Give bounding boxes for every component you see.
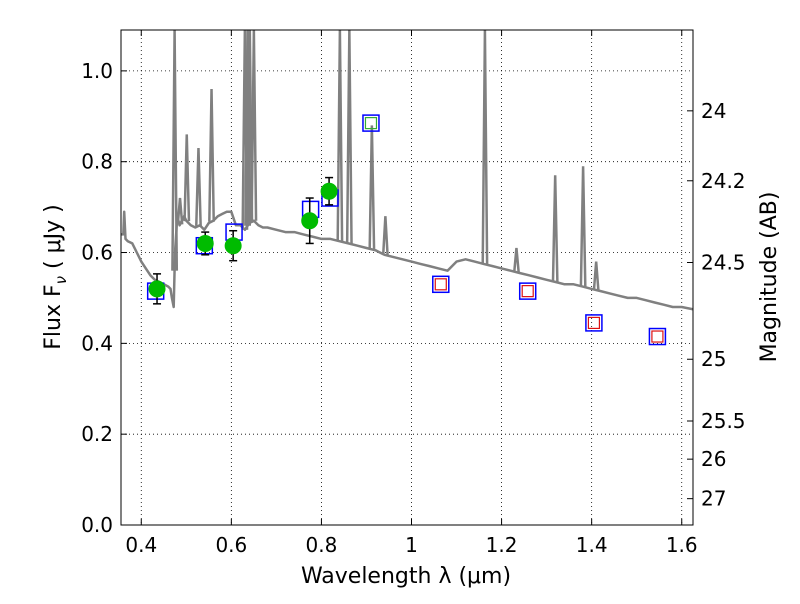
emission-line xyxy=(551,175,559,282)
right-tick-label: 26 xyxy=(701,447,726,471)
y-axis-right-label: Magnitude (AB) xyxy=(757,192,782,363)
model-photometry-square xyxy=(362,114,380,132)
observed-flux-point xyxy=(196,234,214,252)
x-tick-label: 0.6 xyxy=(215,533,247,557)
ticks: 0.4 0.6 0.8 1 1.2 1.4 1.6 0.0 0.2 0.4 0.6 0.8 1.0 24 2… xyxy=(81,30,746,557)
emission-line xyxy=(579,166,587,287)
observed-flux-point xyxy=(148,280,166,298)
y-axis-label: Flux Fν ( μJy ) xyxy=(41,204,70,349)
model-photometry-square xyxy=(432,275,450,294)
upper-limit-square xyxy=(434,278,447,291)
emission-line xyxy=(171,30,179,271)
plot-area xyxy=(121,30,693,346)
spectrum xyxy=(121,30,693,311)
x-tick-label: 1.6 xyxy=(666,533,698,557)
x-tick-label: 1 xyxy=(405,533,418,557)
grid xyxy=(121,30,693,526)
emission-line xyxy=(481,30,489,265)
emission-line xyxy=(345,30,353,244)
emission-line xyxy=(208,89,215,222)
emission-line xyxy=(513,247,520,273)
model-photometry-square xyxy=(585,314,603,332)
emission-line xyxy=(381,216,389,256)
right-tick-label: 27 xyxy=(701,487,726,511)
emission-line xyxy=(336,30,344,242)
upper-limit-square xyxy=(364,116,378,130)
y-tick-label: 0.4 xyxy=(81,331,113,355)
model-photometry-square xyxy=(518,282,537,300)
markers xyxy=(146,114,667,346)
y-axis-label-main: Flux F xyxy=(41,284,66,349)
x-tick-label: 0.8 xyxy=(306,533,338,557)
plot-frame xyxy=(120,29,694,526)
y-tick-label: 0.2 xyxy=(81,422,113,446)
right-tick-label: 24.5 xyxy=(701,251,746,275)
emission-line xyxy=(592,261,600,291)
emission-line xyxy=(176,197,184,225)
model-photometry-square xyxy=(648,327,667,346)
y-tick-label: 0.8 xyxy=(81,150,113,174)
upper-limit-square xyxy=(521,285,534,298)
x-tick-label: 1.4 xyxy=(576,533,608,557)
upper-limit-square xyxy=(587,316,601,330)
y-tick-label: 0.0 xyxy=(81,513,113,537)
right-tick-label: 25.5 xyxy=(701,409,746,433)
x-tick-label: 0.4 xyxy=(125,533,157,557)
x-axis-label: Wavelength λ (μm) xyxy=(301,564,511,589)
right-tick-label: 24 xyxy=(701,99,726,123)
spectrum-continuum xyxy=(121,210,693,311)
right-tick-label: 24.2 xyxy=(701,169,746,193)
y-axis-label-unit: ( μJy ) xyxy=(41,204,66,276)
emission-line xyxy=(368,125,376,250)
emission-line xyxy=(183,134,191,222)
y-axis-label-subscript: ν xyxy=(52,276,70,284)
observed-flux-point xyxy=(224,237,242,255)
observed-flux-point xyxy=(301,212,319,230)
upper-limit-square xyxy=(651,330,664,343)
y-tick-label: 0.6 xyxy=(81,241,113,265)
observed-flux-point xyxy=(320,182,338,200)
y-tick-label: 1.0 xyxy=(81,59,113,83)
emission-line xyxy=(250,30,258,221)
emission-line xyxy=(195,148,202,226)
right-tick-label: 25 xyxy=(701,347,726,371)
x-tick-label: 1.2 xyxy=(486,533,518,557)
